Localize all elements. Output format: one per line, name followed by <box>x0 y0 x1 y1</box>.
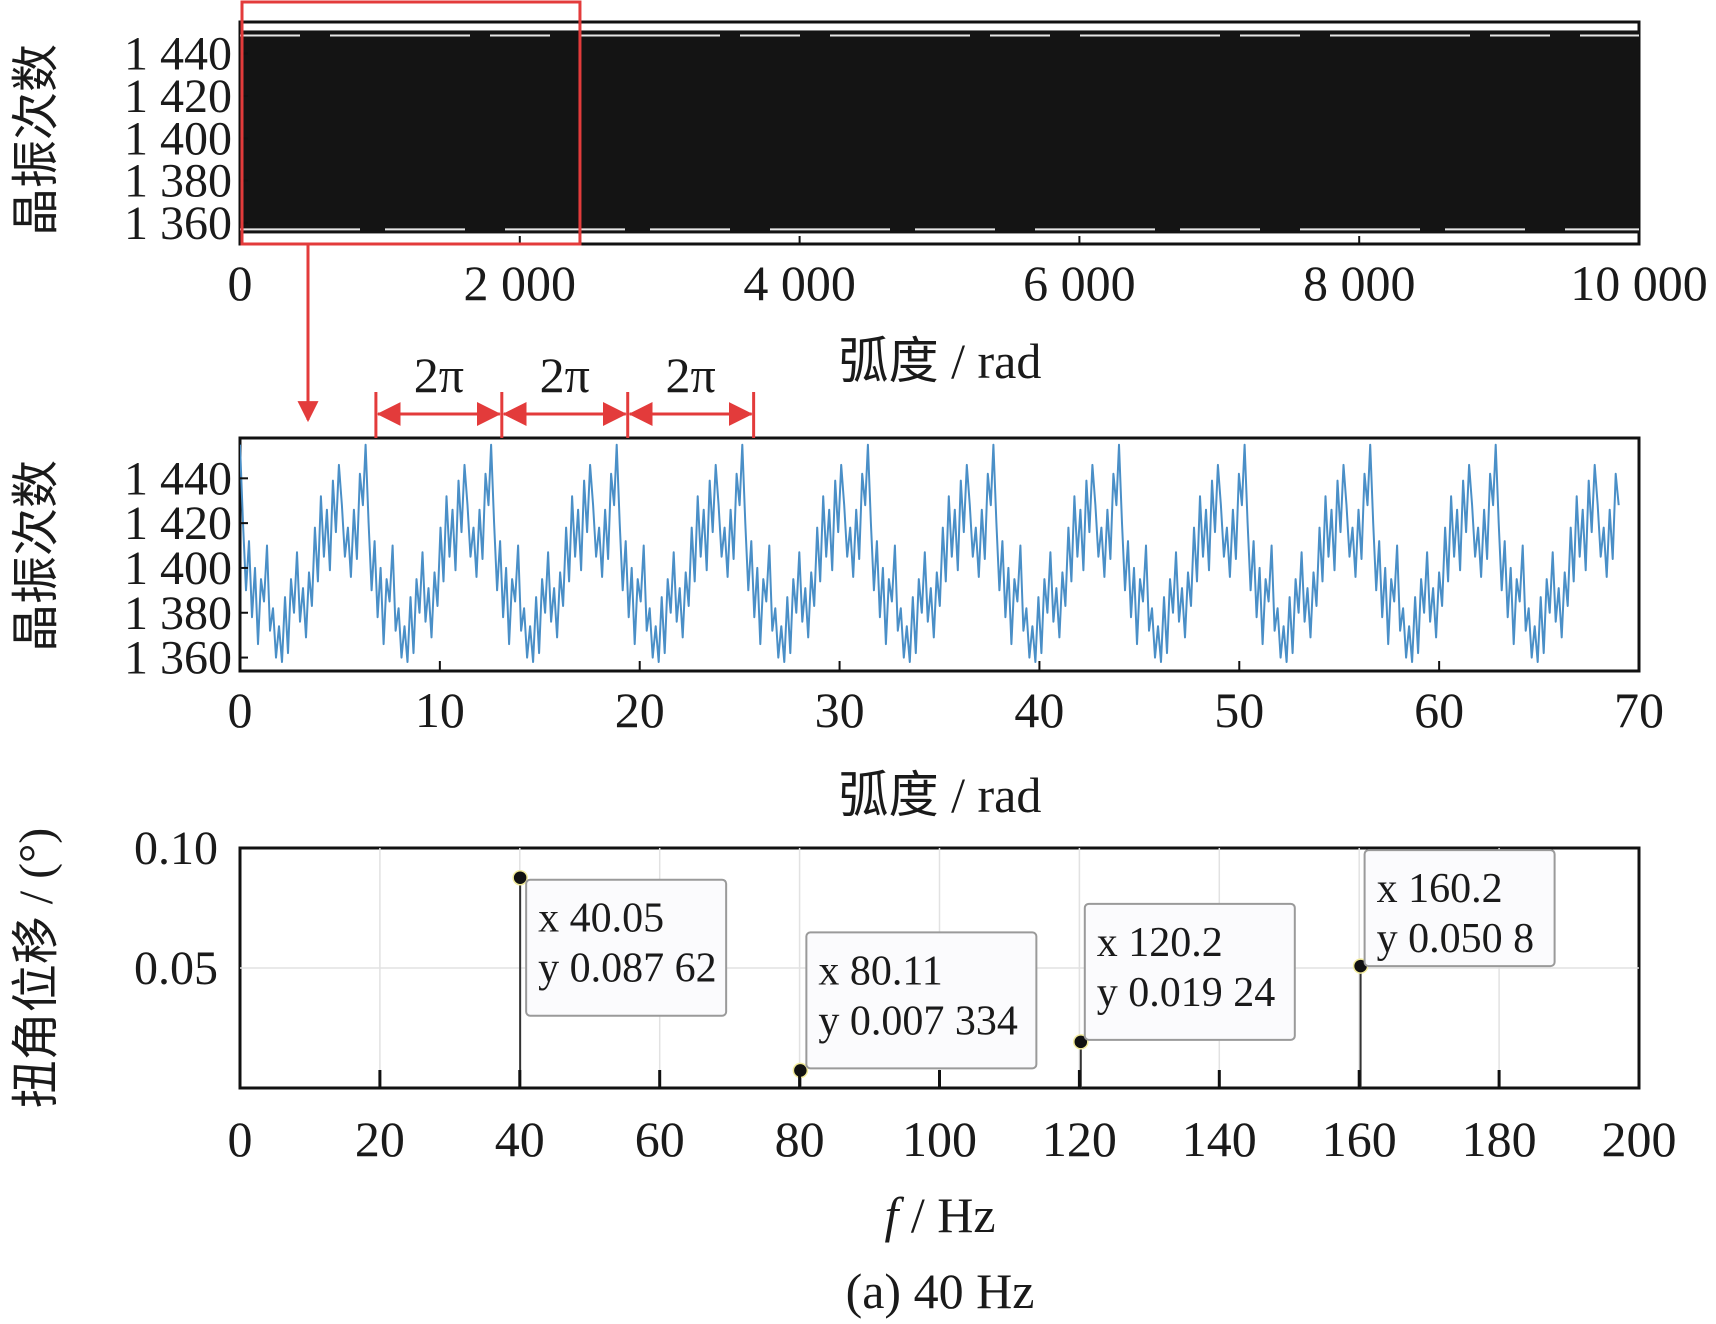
full-signal-y-tick-label: 1 420 <box>124 70 232 123</box>
spectrum-peak-point <box>1073 1034 1089 1050</box>
spectrum-x-tick-label: 80 <box>775 1111 825 1167</box>
spectrum-x-tick-label: 200 <box>1602 1111 1677 1167</box>
datatip-x-text: x 120.2 <box>1097 920 1223 966</box>
spectrum-y-tick-label: 0.05 <box>134 942 218 995</box>
full-signal-x-tick-label: 8 000 <box>1303 255 1416 311</box>
zoomed-signal-x-tick-label: 30 <box>815 682 865 738</box>
spectrum-x-tick-label: 180 <box>1462 1111 1537 1167</box>
full-signal-y-tick-label: 1 440 <box>124 28 232 81</box>
spectrum-x-tick-label: 60 <box>635 1111 685 1167</box>
spectrum-x-label: f / Hz <box>884 1187 995 1243</box>
spectrum-x-tick-label: 140 <box>1182 1111 1257 1167</box>
full-signal-y-tick-label: 1 360 <box>124 197 232 250</box>
datatip-x-text: x 40.05 <box>538 896 664 942</box>
spectrum-peak-point <box>512 869 528 886</box>
datatip-y-text: y 0.087 62 <box>538 946 717 992</box>
zoom-region-highlight <box>240 0 582 246</box>
spectrum-x-tick-label: 160 <box>1322 1111 1397 1167</box>
period-label: 2π <box>414 347 464 403</box>
datatip-box <box>525 878 728 1017</box>
zoomed-signal-y-tick-label: 1 360 <box>124 632 232 685</box>
zoomed-signal-y-tick-label: 1 400 <box>124 542 232 595</box>
zoomed-signal-y-label: 晶振次数 <box>10 460 63 652</box>
figure-caption: (a) 40 Hz <box>846 1263 1035 1319</box>
period-label: 2π <box>666 347 716 403</box>
spectrum-x-tick-label: 120 <box>1042 1111 1117 1167</box>
datatip-y-text: y 0.019 24 <box>1097 970 1276 1016</box>
spectrum-chart: x 40.05y 0.087 62 x 80.11y 0.007 334 x 120… <box>10 822 1677 1243</box>
zoomed-signal-x-tick-label: 60 <box>1414 682 1464 738</box>
spectrum-x-ticks: 0 20 40 60 80 100 120 140 160 180 200 <box>228 1070 1677 1167</box>
spectrum-y-ticks: 0.05 0.10 <box>134 822 218 995</box>
datatip-y-text: y 0.007 334 <box>818 998 1018 1044</box>
datatip-box <box>1083 902 1296 1041</box>
full-signal-x-tick-label: 0 <box>228 255 253 311</box>
full-signal-y-tick-label: 1 380 <box>124 155 232 208</box>
zoomed-signal-y-tick-label: 1 420 <box>124 497 232 550</box>
full-signal-x-tick-label: 2 000 <box>464 255 577 311</box>
datatip-x-text: x 80.11 <box>818 948 942 994</box>
full-signal-x-tick-label: 6 000 <box>1023 255 1136 311</box>
datatip-box <box>1363 849 1556 968</box>
zoomed-signal-x-tick-label: 40 <box>1014 682 1064 738</box>
full-signal-y-label: 晶振次数 <box>10 44 63 236</box>
spectrum-x-tick-label: 20 <box>355 1111 405 1167</box>
datatip-y-text: y 0.050 8 <box>1377 916 1535 962</box>
spectrum-x-tick-label: 0 <box>228 1111 253 1167</box>
full-signal-x-tick-label: 4 000 <box>743 255 856 311</box>
full-signal-x-ticks: 0 2 000 4 000 6 000 8 000 10 000 <box>228 236 1708 311</box>
datatip-x-text: x 160.2 <box>1377 866 1503 912</box>
zoomed-signal-y-tick-label: 1 380 <box>124 587 232 640</box>
zoomed-signal-x-tick-label: 50 <box>1214 682 1264 738</box>
zoomed-signal-x-tick-label: 20 <box>615 682 665 738</box>
full-signal-x-tick-label: 10 000 <box>1570 255 1708 311</box>
full-signal-y-tick-label: 1 400 <box>124 112 232 165</box>
spectrum-x-tick-label: 40 <box>495 1111 545 1167</box>
datatip-box <box>805 931 1038 1070</box>
zoomed-signal-x-tick-label: 70 <box>1614 682 1664 738</box>
period-markers: 2π 2π 2π <box>374 347 756 438</box>
zoomed-signal-series-line <box>240 443 1620 663</box>
spectrum-x-tick-label: 100 <box>902 1111 977 1167</box>
zoomed-signal-x-tick-label: 10 <box>415 682 465 738</box>
spectrum-y-tick-label: 0.10 <box>134 822 218 875</box>
spectrum-x-label-unit: / Hz <box>898 1187 995 1243</box>
full-signal-band <box>240 30 1639 234</box>
spectrum-y-label: 扭角位移 / (°) <box>10 828 63 1109</box>
zoomed-signal-x-ticks: 0 10 20 30 40 50 60 70 <box>228 661 1664 738</box>
full-signal-x-label: 弧度 / rad <box>839 333 1042 389</box>
zoomed-signal-x-label: 弧度 / rad <box>839 767 1042 823</box>
zoomed-signal-plot-frame <box>238 436 1641 673</box>
period-label: 2π <box>540 347 590 403</box>
zoomed-signal-y-tick-label: 1 440 <box>124 452 232 505</box>
spectrum-datatips: x 40.05y 0.087 62 x 80.11y 0.007 334 x 120… <box>525 849 1556 1070</box>
zoomed-signal-x-tick-label: 0 <box>228 682 253 738</box>
